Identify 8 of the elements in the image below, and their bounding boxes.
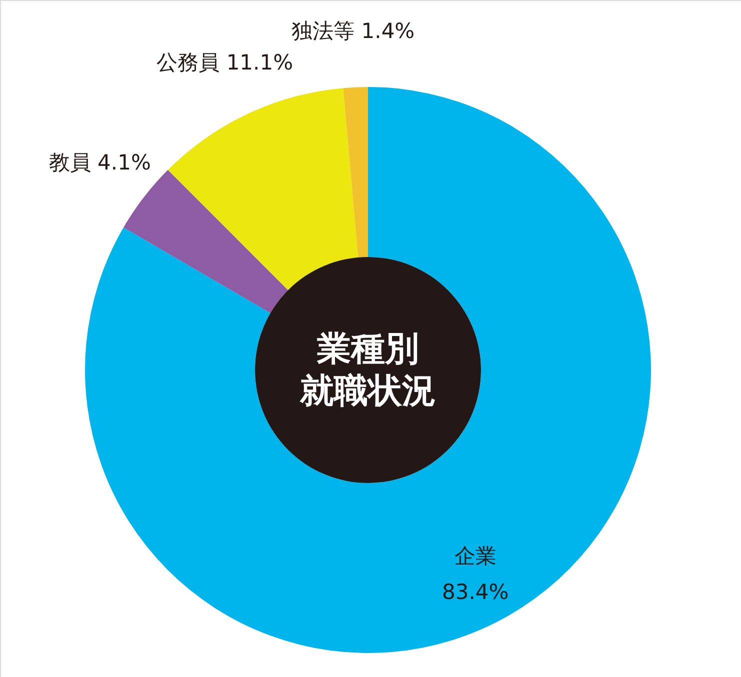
slice-label: 教員 4.1% xyxy=(48,150,151,174)
slice-label: 企業 xyxy=(454,544,496,568)
donut-slice xyxy=(124,170,288,314)
slice-label: 独法等 1.4% xyxy=(292,18,415,43)
slice-label: 公務員 11.1% xyxy=(156,50,294,74)
donut-slice xyxy=(343,87,368,258)
donut-slice xyxy=(168,88,358,290)
data-label: 83.4% xyxy=(442,580,509,604)
